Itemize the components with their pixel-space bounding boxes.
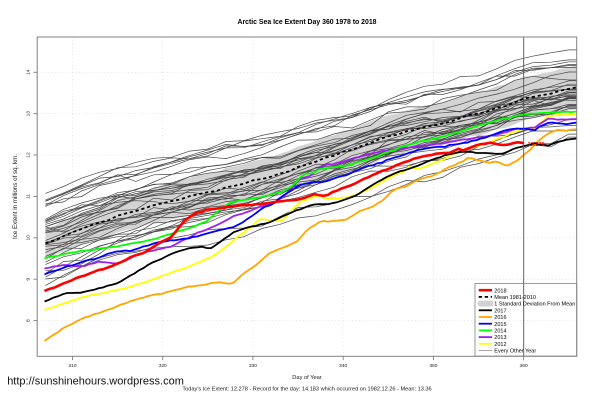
svg-text:1 Standard Deviation From Mean: 1 Standard Deviation From Mean: [494, 302, 575, 308]
svg-text:2012: 2012: [494, 342, 506, 348]
svg-text:320: 320: [159, 363, 167, 369]
svg-text:10: 10: [26, 235, 32, 241]
svg-text:350: 350: [429, 363, 437, 369]
svg-text:Today's Ice Extent: 12.278 -: Today's Ice Extent: 12.278 - Record for …: [182, 386, 431, 392]
svg-text:Mean 1981-2010: Mean 1981-2010: [494, 295, 536, 301]
svg-text:2015: 2015: [494, 322, 506, 328]
svg-text:310: 310: [68, 363, 76, 369]
svg-text:Ice Extent in millions of sq.: Ice Extent in millions of sq. km.: [12, 154, 19, 239]
svg-text:13: 13: [26, 111, 32, 117]
svg-text:http://sunshinehours.wordpress: http://sunshinehours.wordpress.com: [7, 375, 184, 387]
svg-text:Arctic Sea Ice Extent Day 360: Arctic Sea Ice Extent Day 360 1978 to 20…: [237, 19, 376, 26]
svg-text:360: 360: [520, 363, 528, 369]
svg-text:11: 11: [26, 194, 32, 199]
svg-text:2017: 2017: [494, 308, 506, 314]
svg-text:2014: 2014: [494, 329, 506, 335]
svg-text:Day of Year: Day of Year: [292, 375, 322, 381]
svg-text:340: 340: [339, 363, 347, 369]
svg-text:Every Other Year: Every Other Year: [494, 349, 536, 355]
svg-text:2018: 2018: [494, 288, 506, 294]
svg-text:2013: 2013: [494, 335, 506, 341]
svg-text:12: 12: [26, 152, 32, 158]
svg-text:2016: 2016: [494, 315, 506, 321]
svg-text:9: 9: [26, 278, 32, 281]
svg-text:12.278: 12.278: [528, 142, 545, 148]
svg-text:330: 330: [249, 363, 257, 369]
svg-text:8: 8: [26, 319, 32, 322]
svg-text:14: 14: [26, 69, 32, 75]
